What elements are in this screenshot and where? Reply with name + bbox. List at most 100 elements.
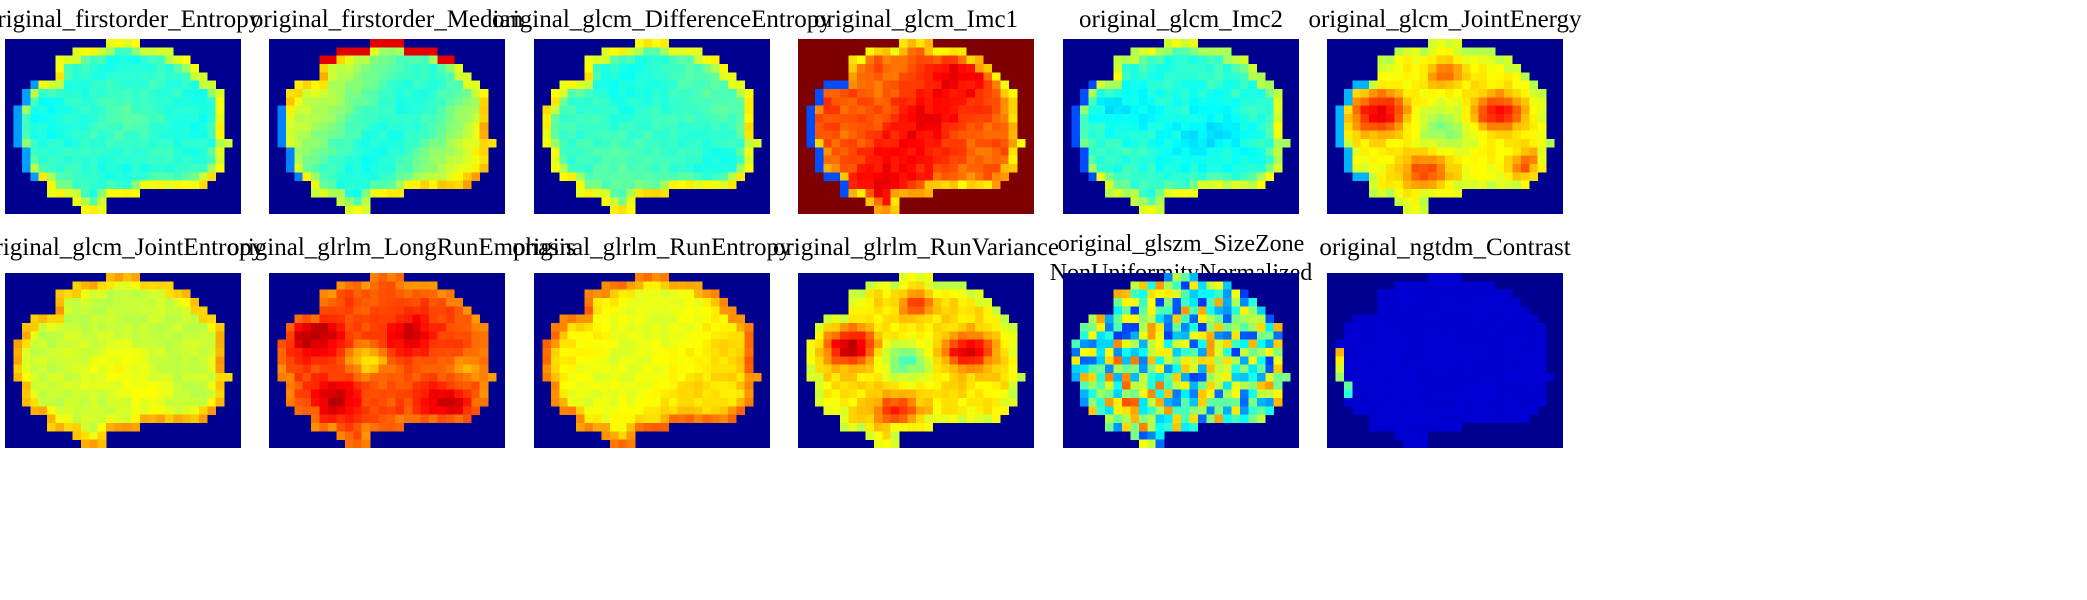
map-pixel (1386, 298, 1395, 307)
map-pixel (64, 80, 73, 90)
map-pixel (626, 147, 636, 156)
map-pixel (1206, 339, 1215, 349)
map-pixel (831, 97, 841, 106)
map-pixel (865, 55, 875, 65)
map-pixel (744, 398, 754, 407)
map-pixel (55, 97, 65, 106)
map-pixel (652, 72, 661, 81)
map-pixel (652, 80, 661, 90)
map-pixel (1512, 139, 1522, 148)
map-pixel (736, 398, 745, 407)
map-pixel (21, 364, 31, 374)
map-pixel (719, 139, 729, 148)
map-pixel (1130, 180, 1140, 190)
map-pixel (626, 389, 636, 399)
map-pixel (711, 323, 720, 332)
map-pixel (1436, 64, 1446, 73)
map-pixel (173, 414, 183, 424)
map-pixel (403, 105, 413, 115)
map-pixel (38, 323, 48, 332)
map-pixel (1122, 414, 1131, 424)
map-pixel (1172, 130, 1182, 140)
map-pixel (387, 180, 396, 190)
panel-title-line: original_glcm_JointEntropy (0, 234, 264, 261)
map-pixel (966, 72, 976, 81)
map-pixel (1411, 64, 1420, 73)
map-pixel (47, 147, 56, 156)
panel-title-line: original_glrlm_LongRunEmphasis (227, 234, 576, 261)
map-pixel (857, 364, 866, 374)
map-pixel (609, 147, 619, 156)
map-pixel (429, 114, 438, 123)
map-pixel (72, 147, 82, 156)
map-pixel (139, 114, 149, 123)
map-pixel (139, 155, 149, 165)
map-pixel (462, 306, 472, 315)
map-pixel (1079, 398, 1089, 407)
map-pixel (1231, 55, 1241, 65)
map-pixel (1273, 323, 1283, 332)
map-pixel (916, 72, 925, 81)
map-pixel (694, 414, 703, 424)
map-pixel (387, 373, 396, 382)
map-pixel (1223, 398, 1232, 407)
map-pixel (857, 139, 866, 148)
map-pixel (635, 306, 644, 315)
map-pixel (277, 105, 287, 115)
map-pixel (370, 323, 379, 332)
map-pixel (1147, 373, 1156, 382)
map-pixel (148, 105, 157, 115)
map-pixel (924, 423, 934, 432)
map-pixel (403, 55, 413, 65)
map-pixel (983, 80, 993, 90)
map-pixel (344, 431, 354, 440)
map-pixel (1164, 147, 1173, 156)
map-pixel (1394, 139, 1404, 148)
map-pixel (173, 364, 183, 374)
map-pixel (1214, 398, 1224, 407)
map-pixel (1369, 356, 1378, 365)
map-pixel (1088, 339, 1097, 349)
map-pixel (1529, 331, 1538, 340)
map-pixel (1394, 389, 1404, 399)
map-pixel (1138, 80, 1148, 90)
map-pixel (916, 180, 925, 190)
map-pixel (643, 189, 653, 198)
map-pixel (1122, 423, 1131, 432)
map-pixel (1197, 389, 1207, 399)
map-pixel (454, 323, 464, 332)
map-pixel (618, 439, 627, 448)
map-pixel (1360, 139, 1370, 148)
map-pixel (865, 105, 875, 115)
map-pixel (685, 89, 695, 98)
map-pixel (420, 414, 430, 424)
map-pixel (1537, 356, 1547, 365)
map-pixel (1419, 298, 1429, 307)
map-pixel (702, 155, 712, 165)
map-pixel (336, 89, 346, 98)
map-pixel (97, 172, 107, 181)
map-pixel (1147, 389, 1156, 399)
map-pixel (302, 398, 312, 407)
map-pixel (1113, 364, 1123, 374)
map-pixel (736, 155, 745, 165)
map-pixel (865, 289, 875, 299)
map-pixel (328, 289, 337, 299)
map-pixel (711, 80, 720, 90)
map-pixel (685, 72, 695, 81)
map-pixel (148, 406, 157, 415)
map-pixel (1419, 147, 1429, 156)
map-pixel (89, 423, 98, 432)
map-pixel (1487, 172, 1496, 181)
map-pixel (156, 147, 166, 156)
map-pixel (328, 164, 337, 173)
map-pixel (344, 314, 354, 324)
map-pixel (1386, 155, 1395, 165)
map-pixel (1197, 331, 1207, 340)
map-pixel (1265, 398, 1274, 407)
map-pixel (890, 205, 900, 214)
map-pixel (1164, 364, 1173, 374)
map-pixel (1113, 72, 1123, 81)
map-pixel (542, 364, 552, 374)
map-pixel (131, 373, 141, 382)
